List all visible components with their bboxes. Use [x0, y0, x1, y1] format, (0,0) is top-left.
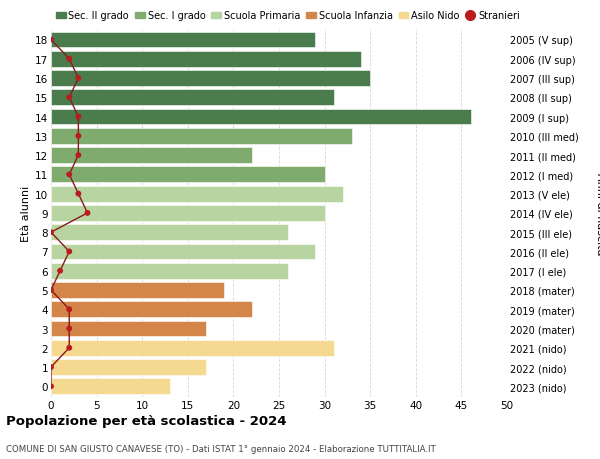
Point [55, 268, 65, 275]
Bar [51, 167, 325, 183]
Point [74, 114, 83, 121]
Bar [51, 206, 325, 221]
Legend: Sec. II grado, Sec. I grado, Scuola Primaria, Scuola Infanzia, Asilo Nido, Stran: Sec. II grado, Sec. I grado, Scuola Prim… [56, 11, 520, 21]
Point [74, 75, 83, 83]
Point [46, 287, 56, 294]
Bar [51, 33, 316, 48]
Bar [51, 225, 288, 241]
Point [74, 152, 83, 159]
Point [64, 56, 74, 63]
Bar [51, 71, 370, 87]
Point [83, 210, 92, 217]
Bar [51, 302, 251, 318]
Y-axis label: Anni di nascita: Anni di nascita [595, 172, 600, 255]
Bar [51, 52, 361, 67]
Y-axis label: Età alunni: Età alunni [21, 185, 31, 241]
Point [46, 383, 56, 390]
Bar [51, 148, 251, 164]
Bar [51, 359, 206, 375]
Bar [51, 340, 334, 356]
Point [46, 364, 56, 371]
Bar [51, 282, 224, 298]
Bar [51, 379, 170, 394]
Point [64, 171, 74, 179]
Bar [51, 109, 470, 125]
Point [64, 344, 74, 352]
Bar [51, 244, 316, 260]
Text: COMUNE DI SAN GIUSTO CANAVESE (TO) - Dati ISTAT 1° gennaio 2024 - Elaborazione T: COMUNE DI SAN GIUSTO CANAVESE (TO) - Dat… [6, 444, 436, 453]
Point [64, 248, 74, 256]
Point [64, 325, 74, 332]
Point [64, 306, 74, 313]
Bar [51, 90, 334, 106]
Point [46, 37, 56, 44]
Bar [51, 263, 288, 279]
Text: Popolazione per età scolastica - 2024: Popolazione per età scolastica - 2024 [6, 414, 287, 428]
Bar [51, 321, 206, 336]
Point [74, 190, 83, 198]
Bar [51, 186, 343, 202]
Point [46, 229, 56, 236]
Point [74, 133, 83, 140]
Bar [51, 129, 352, 145]
Point [64, 95, 74, 102]
